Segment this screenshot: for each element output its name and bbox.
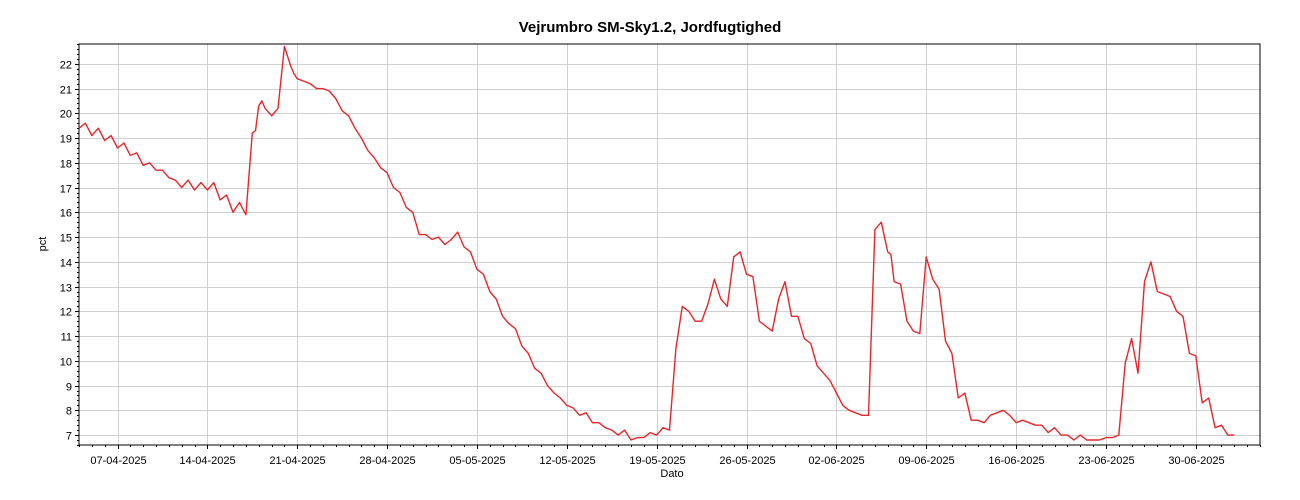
y-tick-label: 15: [60, 233, 72, 245]
x-axis-title: Dato: [660, 468, 683, 480]
y-tick-label: 10: [60, 357, 72, 369]
y-tick-label: 22: [60, 60, 72, 72]
y-tick-label: 8: [66, 406, 72, 418]
x-tick-label: 30-06-2025: [1168, 455, 1224, 467]
chart-title: Vejrumbro SM-Sky1.2, Jordfugtighed: [518, 19, 782, 36]
x-axis-ticks: 07-04-2025 14-04-2025 21-04-2025 28-04-2025…: [90, 445, 1225, 467]
x-tick-label: 12-05-2025: [539, 455, 595, 467]
x-tick-label: 05-05-2025: [449, 455, 505, 467]
y-tick-label: 17: [60, 184, 72, 196]
y-tick-label: 9: [66, 382, 72, 394]
y-tick-label: 13: [60, 283, 72, 295]
y-tick-label: 20: [60, 109, 72, 121]
x-tick-label: 19-05-2025: [629, 455, 685, 467]
y-tick-label: 18: [60, 159, 72, 171]
x-tick-label: 07-04-2025: [90, 455, 146, 467]
x-tick-label: 16-06-2025: [988, 455, 1044, 467]
y-axis-ticks: 7 8 9 10 11 12 13 14 15 16 17 18 19 20 21 22: [60, 60, 79, 443]
y-tick-label: 11: [61, 332, 72, 344]
y-tick-label: 19: [60, 134, 72, 146]
x-tick-label: 23-06-2025: [1078, 455, 1134, 467]
x-tick-label: 26-05-2025: [719, 455, 775, 467]
y-tick-label: 14: [60, 258, 72, 270]
y-tick-label: 21: [60, 85, 72, 97]
plot-frame: [78, 43, 1261, 446]
y-tick-label: 7: [66, 431, 72, 443]
x-tick-label: 09-06-2025: [898, 455, 954, 467]
x-tick-label: 21-04-2025: [269, 455, 325, 467]
y-tick-label: 12: [60, 307, 72, 319]
x-tick-label: 14-04-2025: [179, 455, 235, 467]
x-tick-label: 02-06-2025: [808, 455, 864, 467]
y-axis-title: pct: [37, 237, 49, 252]
y-tick-label: 16: [60, 208, 72, 220]
grid-lines: [79, 44, 1260, 445]
soil-moisture-series-line: [78, 45, 1235, 441]
x-tick-label: 28-04-2025: [359, 455, 415, 467]
